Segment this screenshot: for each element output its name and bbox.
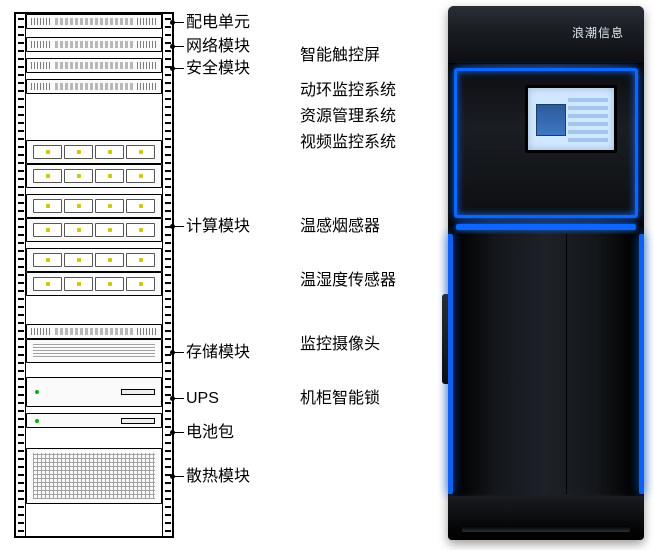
callout-line — [172, 398, 184, 399]
rack-label: 配电单元 — [186, 13, 250, 32]
cabinet-feature-label: 视频监控系统 — [300, 133, 396, 152]
cabinet-base-vent — [462, 526, 630, 532]
callout-line — [172, 352, 184, 353]
cabinet-body: 浪潮信息 — [448, 6, 644, 540]
callout-line — [172, 226, 184, 227]
touchscreen[interactable] — [525, 85, 617, 153]
rack-unit-net — [26, 37, 162, 52]
smart-cabinet: 浪潮信息 — [448, 6, 644, 540]
rack-unit-pdu — [26, 14, 162, 29]
rack-rail-left — [16, 14, 26, 536]
accent-light-left — [448, 234, 453, 494]
touchscreen-server-icon — [536, 104, 566, 136]
rack-unit-ups — [26, 377, 162, 407]
rack-unit-bat — [26, 413, 162, 428]
rack-unit-cpu5 — [26, 248, 162, 272]
cabinet-feature-label: 机柜智能锁 — [300, 389, 380, 408]
rack-unit-stor2 — [26, 339, 162, 363]
rack-unit-sec2 — [26, 79, 162, 94]
rack-unit-cpu1 — [26, 140, 162, 164]
cabinet-feature-label: 资源管理系统 — [300, 107, 396, 126]
door-seam — [566, 234, 567, 494]
cabinet-feature-label: 监控摄像头 — [300, 335, 380, 354]
cabinet-top: 浪潮信息 — [448, 6, 644, 64]
rack-label: 散热模块 — [186, 467, 250, 486]
cabinet-feature-label: 温湿度传感器 — [300, 271, 396, 290]
accent-light-right — [639, 234, 644, 494]
rack-label: 网络模块 — [186, 37, 250, 56]
callout-line — [172, 46, 184, 47]
rack-label: 计算模块 — [186, 217, 250, 236]
cabinet-base — [448, 496, 644, 540]
diagram-root: 配电单元网络模块安全模块计算模块存储模块 UPS 电池包散热模块 智能触控屏动环监控… — [0, 0, 654, 550]
server-rack — [14, 12, 174, 538]
cabinet-feature-label: 智能触控屏 — [300, 46, 380, 65]
rack-unit-cpu3 — [26, 194, 162, 218]
rack-rail-right — [162, 14, 172, 536]
rack-unit-stor1 — [26, 324, 162, 339]
cabinet-feature-label: 动环监控系统 — [300, 81, 396, 100]
door-handle[interactable] — [442, 294, 448, 384]
cabinet-accent-strip — [456, 224, 636, 230]
rack-unit-cpu4 — [26, 218, 162, 242]
rack-label: 安全模块 — [186, 59, 250, 78]
cabinet-accent-frame — [454, 68, 638, 218]
cabinet-door[interactable] — [448, 234, 644, 494]
touchscreen-readout-icon — [568, 98, 608, 146]
rack-unit-cool — [26, 448, 162, 504]
cabinet-feature-label: 温感烟感器 — [300, 217, 380, 236]
callout-line — [172, 432, 184, 433]
rack-label: 电池包 — [186, 423, 234, 442]
rack-label: 存储模块 — [186, 343, 250, 362]
rack-unit-sec — [26, 58, 162, 73]
callout-line — [172, 68, 184, 69]
callout-line — [172, 22, 184, 23]
cabinet-brand-text: 浪潮信息 — [572, 24, 624, 41]
rack-unit-cpu2 — [26, 164, 162, 188]
rack-unit-cpu6 — [26, 272, 162, 296]
callout-line — [172, 476, 184, 477]
rack-interior — [26, 14, 162, 536]
rack-label: UPS — [186, 389, 219, 408]
